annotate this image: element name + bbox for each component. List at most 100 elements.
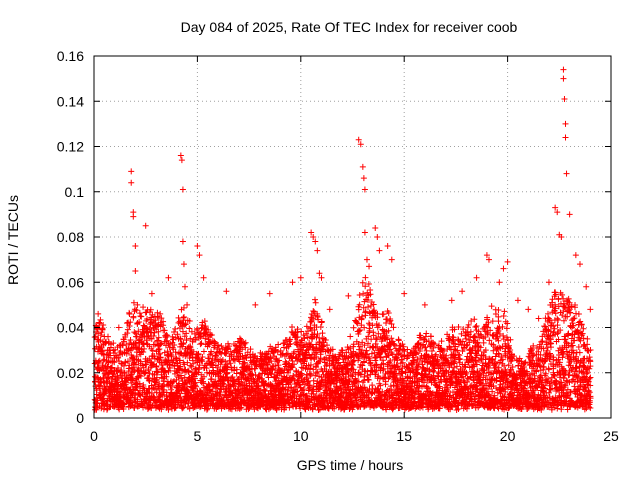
data-point — [151, 329, 158, 336]
data-point — [423, 330, 430, 337]
data-point — [265, 374, 272, 381]
data-point — [144, 315, 151, 322]
data-point — [126, 323, 133, 330]
data-point — [121, 370, 128, 377]
data-point — [151, 353, 158, 360]
data-point — [203, 406, 210, 413]
data-point — [113, 368, 120, 375]
data-point — [193, 383, 200, 390]
data-point — [275, 362, 282, 369]
data-point — [152, 377, 159, 384]
data-point — [169, 378, 176, 385]
data-point — [183, 337, 190, 344]
data-point — [218, 342, 225, 349]
data-point — [181, 333, 188, 340]
data-point — [171, 342, 178, 349]
data-point — [226, 343, 233, 350]
data-point — [155, 396, 162, 403]
data-point — [154, 369, 161, 376]
data-point — [137, 373, 144, 380]
grid-layer — [94, 56, 611, 418]
data-point — [160, 318, 167, 325]
data-point — [262, 380, 269, 387]
data-point — [161, 349, 168, 356]
data-point — [313, 370, 320, 377]
data-point — [164, 337, 171, 344]
data-point — [241, 340, 248, 347]
data-point — [124, 358, 131, 365]
data-point — [140, 349, 147, 356]
data-point — [217, 391, 224, 398]
data-point — [207, 351, 214, 358]
data-point — [367, 302, 374, 309]
data-point — [155, 328, 162, 335]
data-point — [111, 359, 118, 366]
data-point — [133, 307, 140, 314]
data-point — [200, 348, 207, 355]
data-point — [166, 344, 173, 351]
data-point — [267, 370, 274, 377]
data-point — [161, 327, 168, 334]
data-point — [356, 291, 363, 298]
data-point — [165, 406, 172, 413]
data-point — [350, 324, 357, 331]
data-point — [128, 390, 135, 397]
data-point — [100, 395, 107, 402]
data-point — [197, 341, 204, 348]
data-point — [205, 326, 212, 333]
data-point — [187, 343, 194, 350]
data-point — [184, 359, 191, 366]
data-point — [133, 333, 140, 340]
data-point — [223, 349, 230, 356]
data-point — [120, 362, 127, 369]
data-point — [240, 392, 247, 399]
data-point — [229, 374, 236, 381]
data-point — [127, 319, 134, 326]
data-point — [164, 332, 171, 339]
data-point — [146, 325, 153, 332]
data-point — [247, 346, 254, 353]
data-point — [103, 406, 110, 413]
data-point — [110, 340, 117, 347]
data-point — [174, 331, 181, 338]
data-point — [167, 365, 174, 372]
data-point — [211, 342, 218, 349]
data-point — [173, 356, 180, 363]
data-point — [158, 406, 165, 413]
chart-title: Day 084 of 2025, Rate Of TEC Index for r… — [181, 19, 518, 35]
data-point — [251, 353, 258, 360]
data-point — [208, 332, 215, 339]
data-point — [107, 352, 114, 359]
data-point — [480, 339, 487, 346]
data-point — [185, 400, 192, 407]
data-point — [501, 308, 508, 315]
data-point — [171, 328, 178, 335]
data-point — [161, 369, 168, 376]
data-point — [188, 377, 195, 384]
data-point — [128, 345, 135, 352]
data-point — [96, 319, 103, 326]
data-point — [136, 380, 143, 387]
data-point — [513, 356, 520, 363]
data-point — [115, 354, 122, 361]
data-point — [180, 304, 187, 311]
data-point — [134, 396, 141, 403]
data-point — [360, 290, 367, 297]
data-point — [190, 348, 197, 355]
data-point — [356, 328, 363, 335]
data-point — [172, 349, 179, 356]
data-point — [500, 313, 507, 320]
data-point — [215, 342, 222, 349]
data-point — [132, 340, 139, 347]
data-point — [370, 329, 377, 336]
data-point — [317, 323, 324, 330]
data-point — [152, 341, 159, 348]
data-point — [147, 396, 154, 403]
data-point — [196, 362, 203, 369]
data-point — [127, 336, 134, 343]
data-point — [94, 336, 101, 343]
data-point — [169, 383, 176, 390]
data-point — [123, 341, 130, 348]
data-point — [198, 356, 205, 363]
